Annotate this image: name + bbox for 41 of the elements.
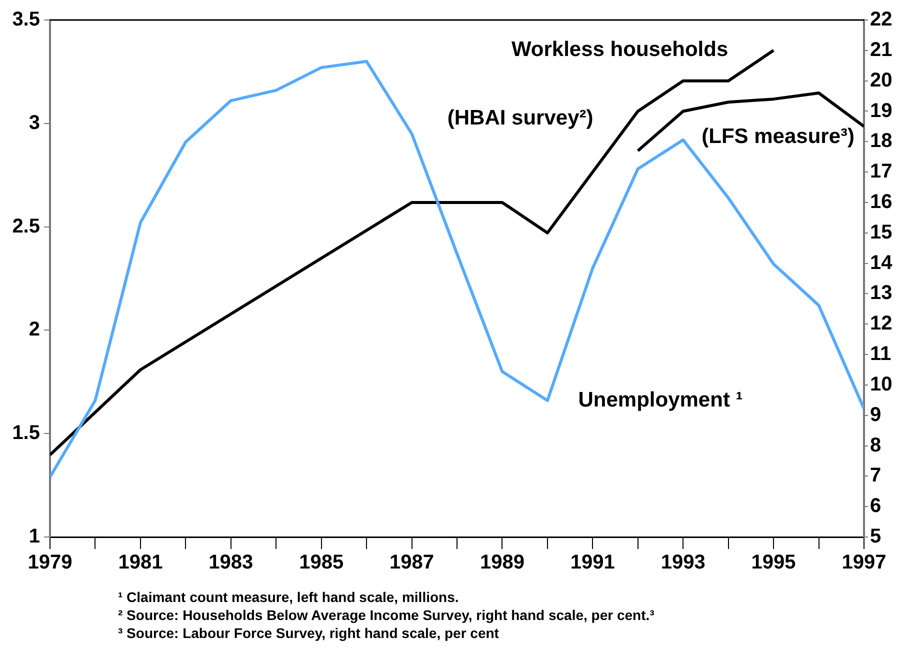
series-label: Unemployment ¹ [578,388,743,412]
y2-tick-label: 7 [870,464,882,487]
text: ² Source: Households Below Average Income Survey, right hand scale, per cent.³ [118,606,654,624]
y2-tick-label: 10 [870,373,892,396]
x-tick-label: 1981 [118,552,163,574]
annotation: Workless households [511,38,728,62]
x-tick-label: 1983 [208,552,254,574]
series-label: (HBAI survey²) [447,106,594,130]
y2-tick-label: 6 [870,495,882,518]
y2-tick-label: 5 [870,526,882,548]
y2-tick-label: 8 [870,434,882,456]
y2-tick-label: 21 [870,38,892,61]
x-tick-label: 1979 [28,552,72,574]
y2-tick-label: 12 [870,312,892,335]
x-tick-label: 1991 [570,552,615,574]
y-tick-label: 3 [28,112,40,134]
y2-tick-label: 19 [870,100,892,122]
series-label: (LFS measure³) [702,124,855,148]
y2-tick-label: 17 [870,160,892,183]
x-tick-label: 1995 [751,552,796,574]
y2-tick-label: 20 [870,69,892,92]
y2-tick-label: 11 [870,343,892,366]
x-tick-label: 1997 [842,552,886,574]
y2-tick-label: 15 [870,221,892,244]
y-tick-label: 2 [28,318,40,341]
y2-tick-label: 16 [870,190,892,213]
y-tick-label: 2.5 [12,215,40,238]
y2-tick-label: 9 [870,404,882,426]
y2-tick-label: 18 [870,130,892,152]
x-tick-label: 1993 [660,552,706,574]
x-tick-label: 1989 [480,552,524,574]
y-tick-label: 3.5 [12,8,40,31]
y2-tick-label: 14 [870,252,894,274]
y-tick-label: 1 [28,526,40,548]
text: ³ Source: Labour Force Survey, right hand scale, per cent [118,624,500,642]
y2-tick-label: 22 [870,8,892,31]
y-tick-label: 1.5 [12,422,40,444]
text: ¹ Claimant count measure, left hand scale, millions. [118,588,460,606]
x-tick-label: 1985 [299,552,344,574]
x-tick-label: 1987 [390,552,434,574]
y2-tick-label: 13 [870,282,892,304]
